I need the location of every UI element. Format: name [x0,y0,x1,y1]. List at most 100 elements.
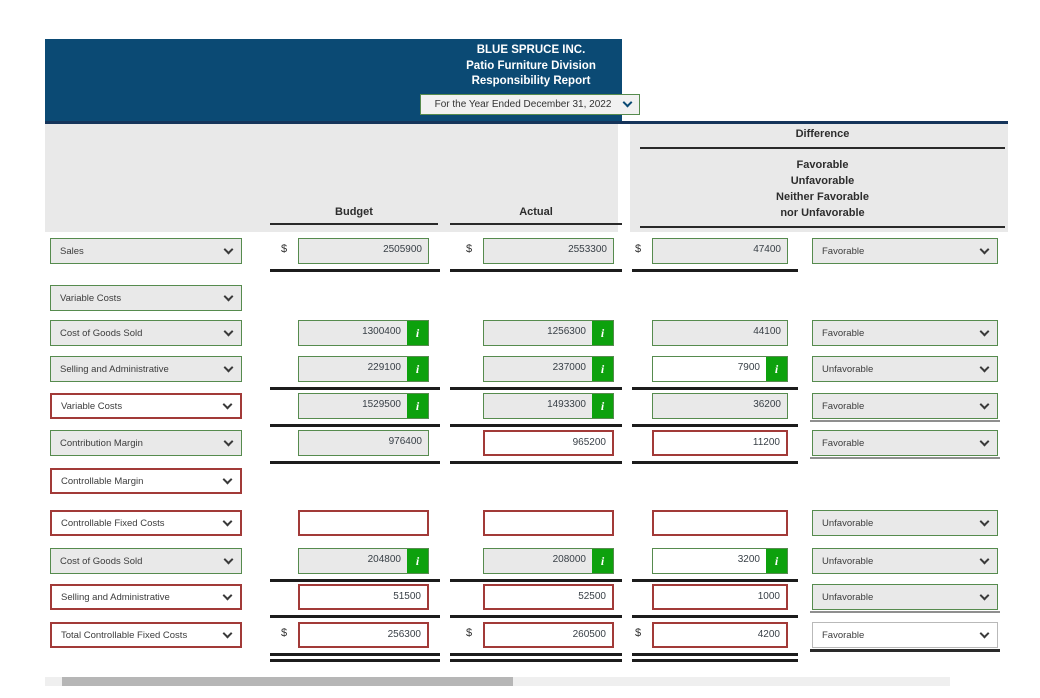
chevron-down-icon [979,516,990,526]
contribution-margin-label-dropdown[interactable]: Contribution Margin [50,430,242,456]
contribution-margin-actual-input[interactable]: 965200 [483,430,614,456]
rule-line [810,649,1000,652]
info-icon[interactable]: i [592,357,613,381]
sales-label-dropdown[interactable]: Sales [50,238,242,264]
dollar-sign: $ [281,243,288,255]
total-cfc-actual-input[interactable]: 260500 [483,622,614,648]
controllable-fixed-costs-budget-input[interactable] [298,510,429,536]
cogs-difference-input[interactable]: 44100 [652,320,788,346]
chevron-down-icon [979,628,990,638]
info-icon[interactable]: i [766,357,787,381]
cogs-controllable-label-dropdown[interactable]: Cost of Goods Sold [50,548,242,574]
cogs-controllable-actual-input[interactable]: 208000 i [483,548,614,574]
chevron-down-icon [979,436,990,446]
sa-controllable-difference-input[interactable]: 1000 [652,584,788,610]
sa-label-dropdown[interactable]: Selling and Administrative [50,356,242,382]
chevron-down-icon [979,554,990,564]
rule-line [270,223,438,225]
cogs-budget-input[interactable]: 1300400 i [298,320,429,346]
sa-actual-input[interactable]: 237000 i [483,356,614,382]
variable-costs-total-label-dropdown[interactable]: Variable Costs [50,393,242,419]
row-sales: Sales $ 2505900 $ 2553300 $ 47400 Favora… [0,238,1040,272]
row-sa-controllable: Selling and Administrative 51500 52500 1… [0,584,1040,618]
rule-line [640,226,1005,228]
dollar-sign: $ [635,243,642,255]
cogs-label-dropdown[interactable]: Cost of Goods Sold [50,320,242,346]
rule-line [270,579,440,582]
period-dropdown-value: For the Year Ended December 31, 2022 [434,99,612,110]
sa-difference-input[interactable]: 7900 i [652,356,788,382]
total-cfc-status-dropdown[interactable]: Favorable [812,622,998,648]
variable-costs-header-dropdown[interactable]: Variable Costs [50,285,242,311]
cogs-actual-input[interactable]: 1256300 i [483,320,614,346]
rule-line [270,615,440,618]
contribution-margin-budget-input[interactable]: 976400 [298,430,429,456]
rule-line [450,223,622,225]
controllable-margin-header-dropdown[interactable]: Controllable Margin [50,468,242,494]
chevron-down-icon [223,436,234,446]
info-icon[interactable]: i [407,357,428,381]
total-cfc-difference-input[interactable]: 4200 [652,622,788,648]
variable-costs-status-dropdown[interactable]: Favorable [812,393,998,419]
sa-controllable-actual-input[interactable]: 52500 [483,584,614,610]
report-name: Responsibility Report [471,75,591,87]
controllable-fixed-costs-difference-input[interactable] [652,510,788,536]
variable-costs-budget-input[interactable]: 1529500 i [298,393,429,419]
row-contribution-margin: Contribution Margin 976400 965200 11200 … [0,430,1040,464]
chevron-down-icon [222,516,233,526]
cogs-status-dropdown[interactable]: Favorable [812,320,998,346]
info-icon[interactable]: i [766,549,787,573]
report-title: BLUE SPRUCE INC. Patio Furniture Divisio… [395,43,667,90]
controllable-fixed-costs-label-dropdown[interactable]: Controllable Fixed Costs [50,510,242,536]
sales-actual-input[interactable]: 2553300 [483,238,614,264]
rule-line [450,653,622,656]
contribution-margin-difference-input[interactable]: 11200 [652,430,788,456]
rule-line [270,461,440,464]
rule-line [632,659,798,662]
rule-line [270,269,440,272]
sales-budget-input[interactable]: 2505900 [298,238,429,264]
total-cfc-budget-input[interactable]: 256300 [298,622,429,648]
difference-subheader: Favorable Unfavorable Neither Favorable … [776,159,869,219]
sa-controllable-status-dropdown[interactable]: Unfavorable [812,584,998,610]
contribution-margin-status-dropdown[interactable]: Favorable [812,430,998,456]
rule-line [632,424,798,427]
variable-costs-actual-input[interactable]: 1493300 i [483,393,614,419]
info-icon[interactable]: i [592,394,613,418]
difference-column-header: Difference [795,128,850,140]
chevron-down-icon [979,326,990,336]
rule-line [632,653,798,656]
company-name: BLUE SPRUCE INC. [476,44,586,56]
sa-budget-input[interactable]: 229100 i [298,356,429,382]
sa-controllable-label-dropdown[interactable]: Selling and Administrative [50,584,242,610]
controllable-fixed-costs-actual-input[interactable] [483,510,614,536]
period-dropdown[interactable]: For the Year Ended December 31, 2022 [420,94,640,115]
controllable-fixed-costs-status-dropdown[interactable]: Unfavorable [812,510,998,536]
chevron-down-icon [979,362,990,372]
chevron-down-icon [223,291,234,301]
sales-status-dropdown[interactable]: Favorable [812,238,998,264]
info-icon[interactable]: i [407,394,428,418]
total-controllable-fixed-costs-label-dropdown[interactable]: Total Controllable Fixed Costs [50,622,242,648]
horizontal-scrollbar-thumb[interactable] [62,677,513,686]
info-icon[interactable]: i [407,321,428,345]
header-divider-line [45,121,1008,124]
sa-status-dropdown[interactable]: Unfavorable [812,356,998,382]
chevron-down-icon [223,554,234,564]
actual-column-header: Actual [519,206,553,218]
info-icon[interactable]: i [592,321,613,345]
cogs-controllable-status-dropdown[interactable]: Unfavorable [812,548,998,574]
row-controllable-margin-header: Controllable Margin [0,468,1040,496]
rule-line [450,615,622,618]
cogs-controllable-budget-input[interactable]: 204800 i [298,548,429,574]
rule-line [450,387,622,390]
variable-costs-difference-input[interactable]: 36200 [652,393,788,419]
rule-line [810,420,1000,422]
info-icon[interactable]: i [407,549,428,573]
sa-controllable-budget-input[interactable]: 51500 [298,584,429,610]
sales-difference-input[interactable]: 47400 [652,238,788,264]
cogs-controllable-difference-input[interactable]: 3200 i [652,548,788,574]
chevron-down-icon [222,474,233,484]
info-icon[interactable]: i [592,549,613,573]
chevron-down-icon [222,399,233,409]
